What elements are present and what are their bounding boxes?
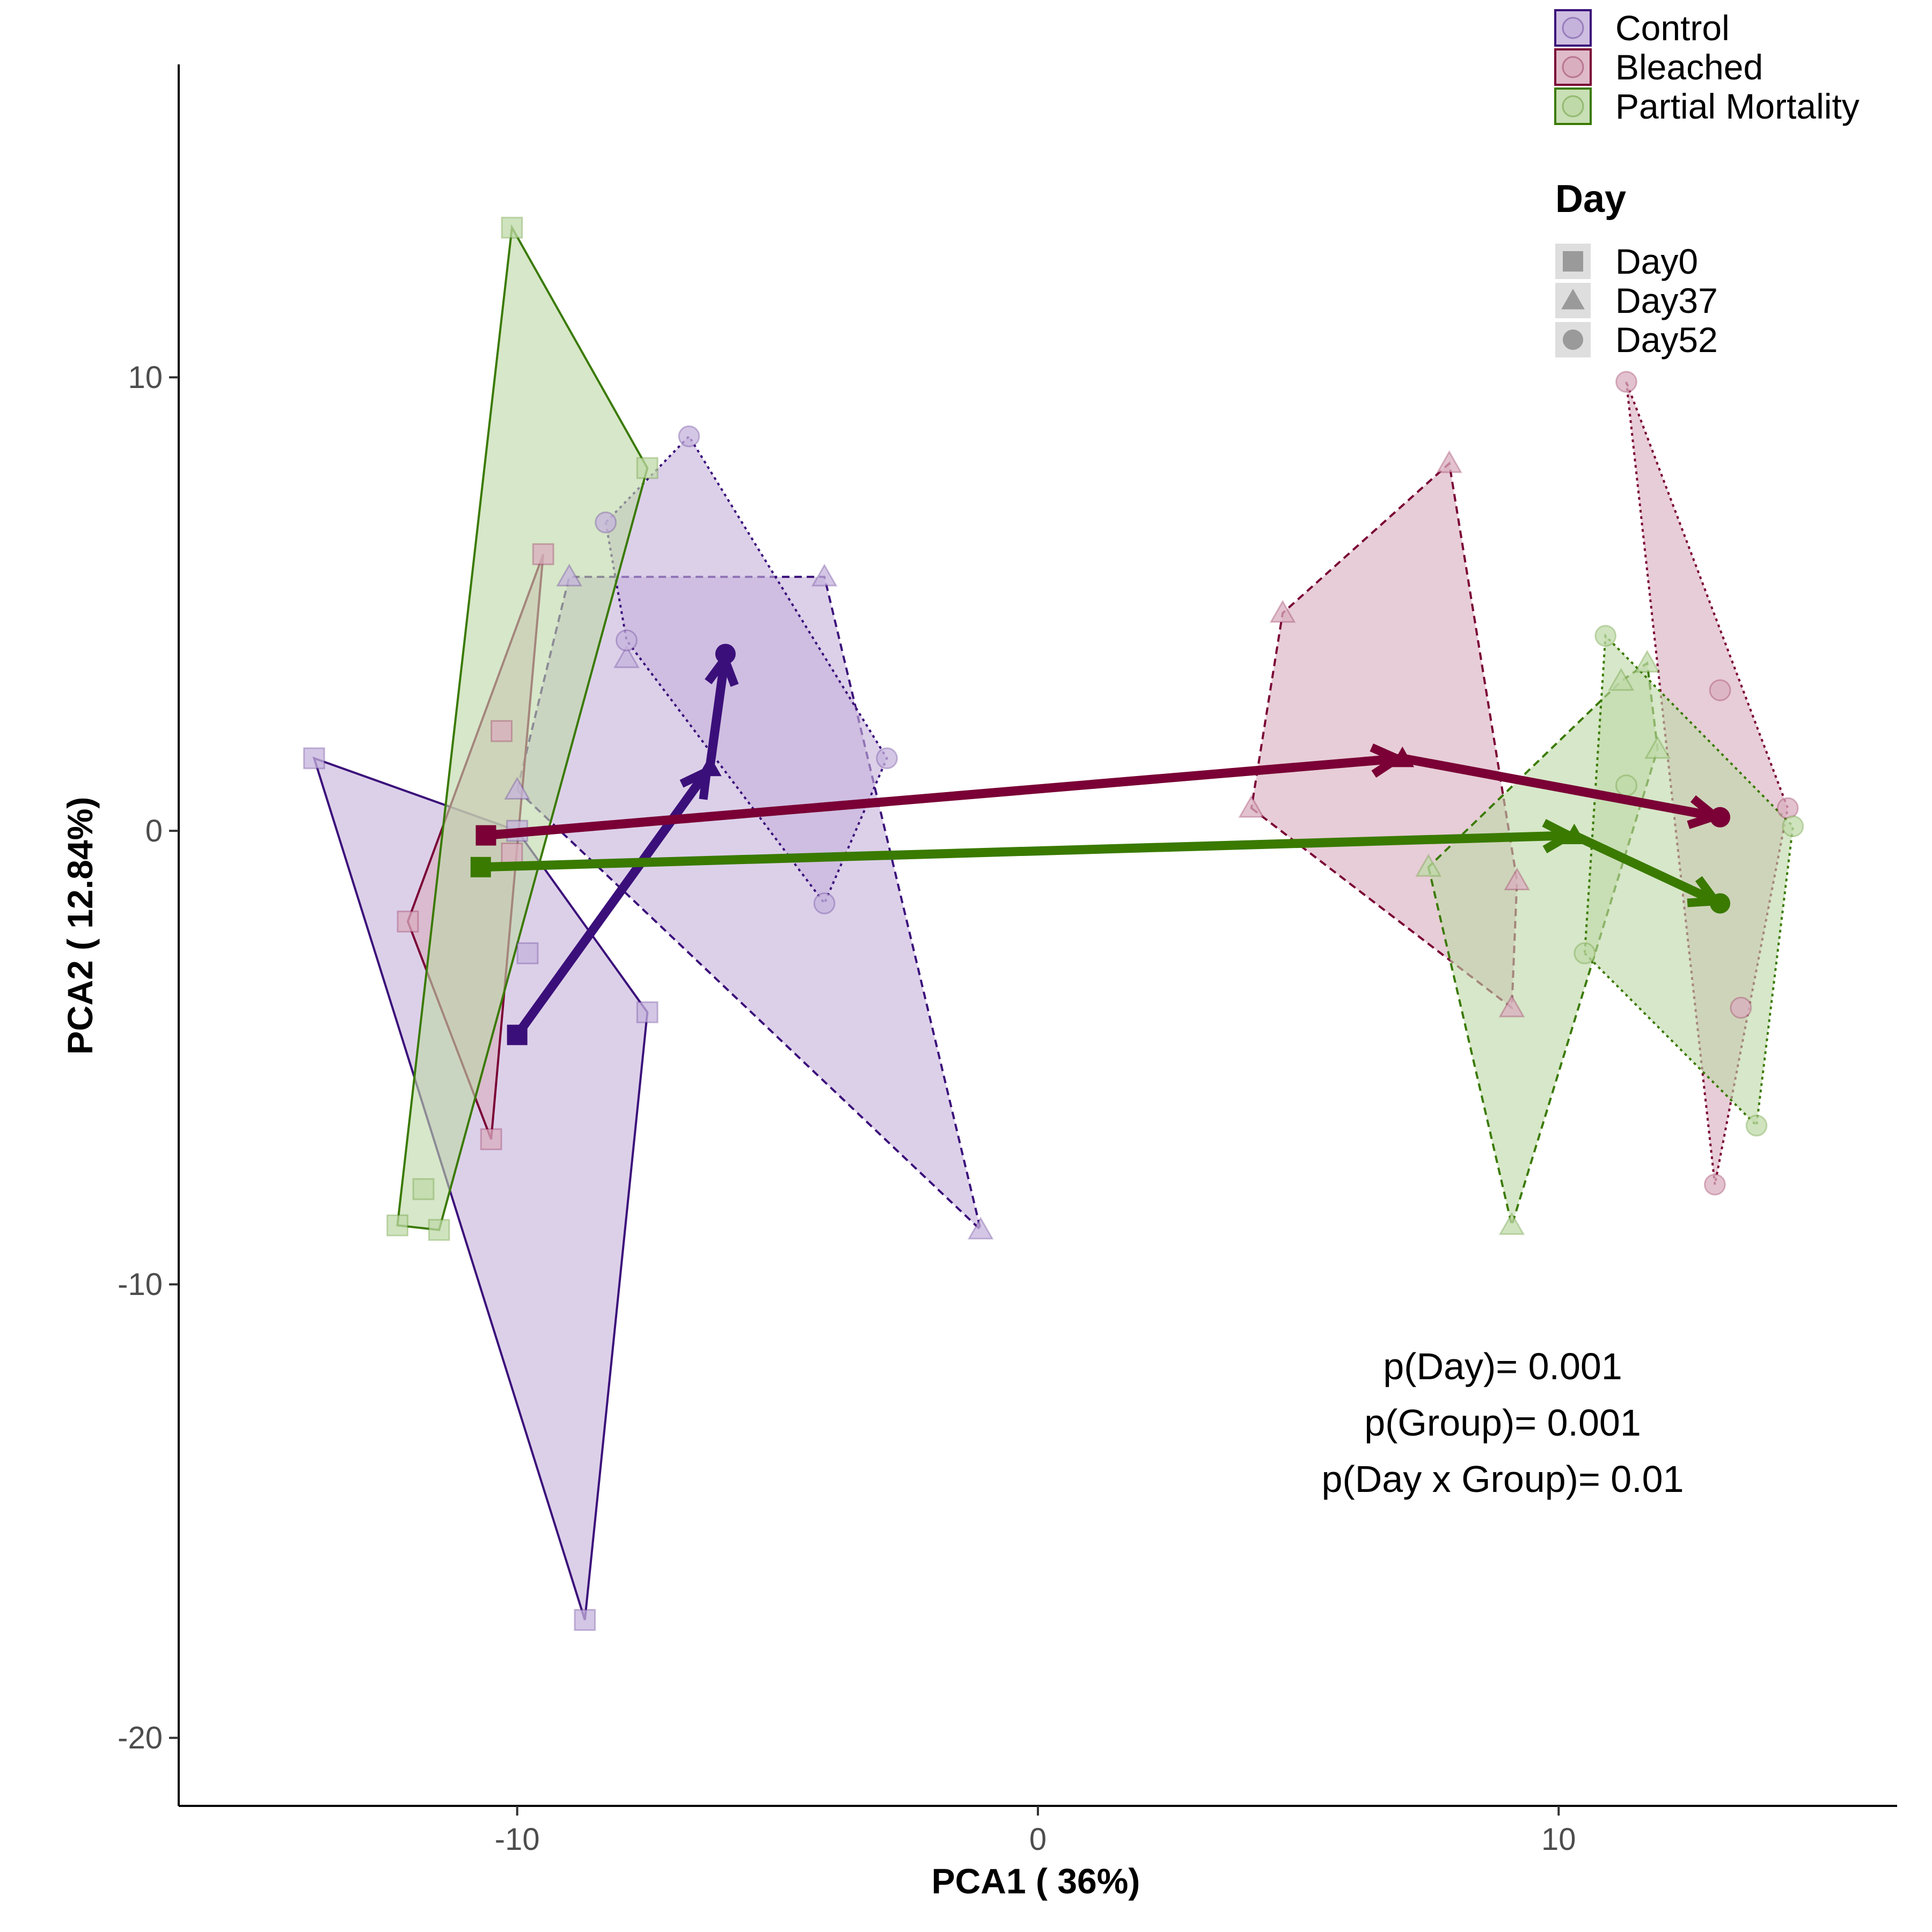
point-partial-mortality-day0-4 <box>428 1219 450 1241</box>
trajectory-layer <box>470 643 1731 1045</box>
point-bleached-day0-4 <box>501 842 523 865</box>
point-partial-mortality-day0-3 <box>386 1214 409 1236</box>
y-tick-label-2: 0 <box>145 814 163 848</box>
point-control-day0-4 <box>574 1609 596 1631</box>
point-control-day37-3 <box>967 1216 994 1240</box>
centroid-partial-mortality-day0 <box>470 857 491 877</box>
point-control-day0-2 <box>516 942 539 964</box>
point-bleached-day0-2 <box>397 910 419 933</box>
point-partial-mortality-day0-1 <box>636 457 658 479</box>
point-partial-mortality-day37-0 <box>1608 668 1635 691</box>
point-partial-mortality-day37-3 <box>1498 1212 1525 1235</box>
point-control-day37-2 <box>811 564 838 587</box>
point-bleached-day52-2 <box>1776 797 1799 819</box>
point-bleached-day37-1 <box>1436 450 1462 473</box>
point-bleached-day0-0 <box>532 543 554 566</box>
point-bleached-day37-2 <box>1238 795 1265 818</box>
point-partial-mortality-day0-0 <box>501 216 523 239</box>
trajectory-partial-mortality-segment-0 <box>480 831 1575 872</box>
point-control-day52-1 <box>595 511 617 534</box>
point-control-day0-3 <box>636 1001 658 1023</box>
trajectory-bleached-segment-1 <box>1401 753 1721 822</box>
centroid-control-day0 <box>507 1024 528 1045</box>
trajectory-partial-mortality-segment-1 <box>1572 831 1722 908</box>
annotation-p-day: p(Day)= 0.001 <box>1383 1345 1622 1387</box>
day-legend-label-day52: Day52 <box>1615 320 1718 360</box>
point-partial-mortality-day52-1 <box>1782 815 1804 838</box>
legend-label-partial-mortality: Partial Mortality <box>1615 86 1860 126</box>
centroid-bleached-day37 <box>1391 747 1415 767</box>
point-bleached-day37-3 <box>1504 867 1531 890</box>
legend-label-control: Control <box>1615 8 1730 48</box>
hull-control-day52 <box>604 434 888 906</box>
centroid-control-day52 <box>715 643 736 664</box>
x-axis-title: PCA1 ( 36%) <box>932 1861 1140 1901</box>
point-control-day52-4 <box>813 892 836 914</box>
trajectory-control-segment-0 <box>513 764 714 1038</box>
point-control-day37-0 <box>556 564 583 587</box>
point-control-day52-0 <box>678 425 700 448</box>
point-partial-mortality-day52-0 <box>1594 625 1617 647</box>
point-control-day37-1 <box>613 645 640 668</box>
point-partial-mortality-day52-3 <box>1745 1114 1768 1137</box>
point-partial-mortality-day37-2 <box>1415 853 1442 877</box>
day-legend-marker-day52 <box>1563 330 1583 350</box>
y-tick-label-3: 10 <box>128 360 163 395</box>
x-tick-label-2: 10 <box>1541 1822 1576 1857</box>
legend-marker-control <box>1562 17 1584 39</box>
annotation-p-day-group: p(Day x Group)= 0.01 <box>1321 1458 1684 1500</box>
annotation-p-group: p(Group)= 0.001 <box>1364 1402 1641 1444</box>
x-tick-label-1: 0 <box>1029 1822 1046 1857</box>
legend-marker-partial-mortality <box>1562 95 1584 118</box>
trajectory-control-segment-1 <box>705 653 730 768</box>
axes: -10 0 10 -20 -10 0 10 <box>118 64 1897 1857</box>
point-bleached-day0-3 <box>480 1128 502 1151</box>
y-tick-label-1: -10 <box>118 1267 163 1302</box>
point-layer <box>303 216 1804 1631</box>
point-bleached-day37-4 <box>1498 994 1525 1018</box>
day-legend-title: Day <box>1555 178 1626 221</box>
x-tick-label-0: -10 <box>495 1822 540 1857</box>
centroid-control-day37 <box>698 755 722 777</box>
day-legend-label-day0: Day0 <box>1615 241 1698 281</box>
point-bleached-day52-0 <box>1615 371 1637 393</box>
legend-key-control <box>1554 9 1592 47</box>
point-bleached-day37-0 <box>1269 599 1296 623</box>
point-partial-mortality-day52-4 <box>1615 774 1637 797</box>
point-bleached-day52-1 <box>1709 679 1731 701</box>
day-legend-marker-day37 <box>1561 289 1585 310</box>
trajectory-bleached-segment-0 <box>485 753 1403 840</box>
point-bleached-day0-1 <box>491 720 513 742</box>
stats-annotation: p(Day)= 0.001 p(Group)= 0.001 p(Day x Gr… <box>1321 1345 1684 1500</box>
y-axis-title: PCA2 ( 12.84%) <box>60 797 100 1055</box>
point-bleached-day52-3 <box>1730 997 1752 1019</box>
point-control-day0-0 <box>303 747 325 770</box>
day-legend-marker-day0 <box>1563 251 1583 272</box>
point-partial-mortality-day52-2 <box>1574 942 1596 964</box>
point-partial-mortality-day37-1 <box>1644 736 1671 759</box>
point-partial-mortality-day37-4 <box>1634 649 1660 673</box>
centroid-bleached-day0 <box>475 825 496 846</box>
centroid-partial-mortality-day52 <box>1710 893 1731 914</box>
hull-layer <box>312 224 1795 1621</box>
centroid-partial-mortality-day37 <box>1562 823 1586 844</box>
point-partial-mortality-day0-2 <box>412 1178 435 1201</box>
point-control-day52-2 <box>615 629 638 652</box>
legend-marker-bleached <box>1562 56 1584 78</box>
day-legend-label-day37: Day37 <box>1615 281 1718 320</box>
point-control-day52-3 <box>876 747 898 770</box>
y-tick-label-0: -20 <box>118 1721 163 1755</box>
point-control-day37-4 <box>504 777 531 800</box>
legend-label-bleached: Bleached <box>1615 47 1763 87</box>
point-bleached-day52-4 <box>1703 1173 1726 1196</box>
centroid-bleached-day52 <box>1710 807 1731 828</box>
